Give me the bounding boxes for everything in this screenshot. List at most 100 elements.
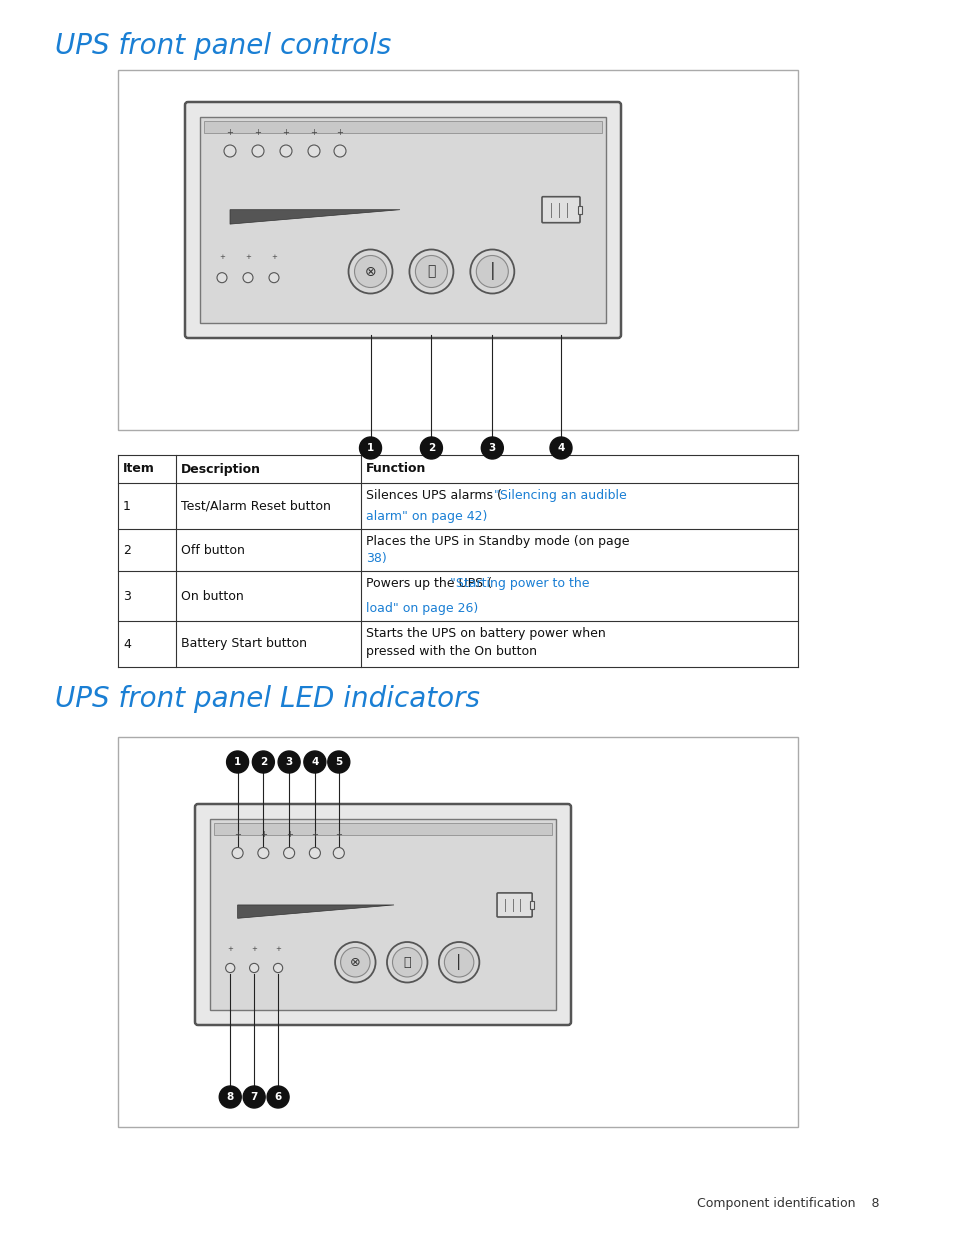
Circle shape xyxy=(243,273,253,283)
Text: 1: 1 xyxy=(123,499,131,513)
Circle shape xyxy=(227,751,249,773)
Text: |: | xyxy=(489,263,495,280)
Text: Powers up the UPS (: Powers up the UPS ( xyxy=(366,577,492,590)
Text: +: + xyxy=(233,830,241,839)
Circle shape xyxy=(267,1086,289,1108)
Text: UPS front panel LED indicators: UPS front panel LED indicators xyxy=(55,685,479,713)
Polygon shape xyxy=(230,210,399,224)
Text: UPS front panel controls: UPS front panel controls xyxy=(55,32,391,61)
Text: "Silencing an audible: "Silencing an audible xyxy=(366,489,626,501)
Circle shape xyxy=(444,947,474,977)
Text: alarm" on page 42): alarm" on page 42) xyxy=(366,510,487,522)
Text: 1: 1 xyxy=(233,757,241,767)
Circle shape xyxy=(481,437,503,459)
Circle shape xyxy=(470,249,514,294)
FancyBboxPatch shape xyxy=(541,196,579,222)
Text: +: + xyxy=(274,946,281,952)
Circle shape xyxy=(224,144,235,157)
FancyBboxPatch shape xyxy=(210,819,556,1010)
Circle shape xyxy=(243,1086,265,1108)
Circle shape xyxy=(392,947,421,977)
FancyBboxPatch shape xyxy=(200,117,605,324)
Circle shape xyxy=(415,256,447,288)
Text: +: + xyxy=(336,128,343,137)
Text: +: + xyxy=(271,254,276,261)
Text: 6: 6 xyxy=(274,1092,281,1102)
Text: Starts the UPS on battery power when
pressed with the On button: Starts the UPS on battery power when pre… xyxy=(366,627,605,658)
Text: 7: 7 xyxy=(251,1092,257,1102)
Text: Description: Description xyxy=(181,462,261,475)
Text: "Starting power to the: "Starting power to the xyxy=(366,577,589,590)
Text: +: + xyxy=(226,128,233,137)
FancyBboxPatch shape xyxy=(497,893,532,918)
Circle shape xyxy=(253,751,274,773)
Circle shape xyxy=(280,144,292,157)
Text: 2: 2 xyxy=(259,757,267,767)
Circle shape xyxy=(308,144,319,157)
Circle shape xyxy=(409,249,453,294)
Circle shape xyxy=(438,942,478,983)
Text: ⏻: ⏻ xyxy=(427,264,436,279)
Circle shape xyxy=(219,1086,241,1108)
Circle shape xyxy=(333,847,344,858)
Circle shape xyxy=(304,751,326,773)
FancyBboxPatch shape xyxy=(118,70,797,430)
Text: +: + xyxy=(311,830,318,839)
Circle shape xyxy=(216,273,227,283)
Polygon shape xyxy=(237,905,394,919)
Text: 4: 4 xyxy=(311,757,318,767)
Text: +: + xyxy=(282,128,289,137)
Text: +: + xyxy=(251,946,256,952)
FancyBboxPatch shape xyxy=(194,804,571,1025)
Text: Battery Start button: Battery Start button xyxy=(181,637,307,651)
Text: Component identification    8: Component identification 8 xyxy=(697,1197,879,1210)
Circle shape xyxy=(340,947,370,977)
Text: +: + xyxy=(285,830,293,839)
Text: Function: Function xyxy=(366,462,426,475)
Circle shape xyxy=(348,249,392,294)
Text: 5: 5 xyxy=(335,757,342,767)
Circle shape xyxy=(359,437,381,459)
Text: +: + xyxy=(259,830,267,839)
Circle shape xyxy=(283,847,294,858)
Text: |: | xyxy=(456,955,461,971)
Text: 1: 1 xyxy=(367,443,374,453)
Text: 2: 2 xyxy=(427,443,435,453)
FancyBboxPatch shape xyxy=(118,737,797,1128)
FancyBboxPatch shape xyxy=(185,103,620,338)
Text: ⏻: ⏻ xyxy=(403,956,411,968)
Circle shape xyxy=(252,144,264,157)
Text: 3: 3 xyxy=(285,757,293,767)
Circle shape xyxy=(328,751,350,773)
FancyBboxPatch shape xyxy=(530,902,534,909)
Circle shape xyxy=(257,847,269,858)
Circle shape xyxy=(274,963,282,973)
Text: Silences UPS alarms (: Silences UPS alarms ( xyxy=(366,489,501,501)
Circle shape xyxy=(232,847,243,858)
Circle shape xyxy=(250,963,258,973)
Circle shape xyxy=(355,256,386,288)
Text: On button: On button xyxy=(181,589,244,603)
Text: 3: 3 xyxy=(488,443,496,453)
Text: +: + xyxy=(311,128,317,137)
Text: 3: 3 xyxy=(123,589,131,603)
Text: Test/Alarm Reset button: Test/Alarm Reset button xyxy=(181,499,331,513)
Text: 8: 8 xyxy=(227,1092,233,1102)
Circle shape xyxy=(278,751,300,773)
Text: 38): 38) xyxy=(366,552,386,564)
Text: +: + xyxy=(335,830,342,839)
Text: +: + xyxy=(254,128,261,137)
Text: 4: 4 xyxy=(557,443,564,453)
Circle shape xyxy=(550,437,572,459)
FancyBboxPatch shape xyxy=(204,121,601,133)
Text: 4: 4 xyxy=(123,637,131,651)
Circle shape xyxy=(335,942,375,983)
Circle shape xyxy=(387,942,427,983)
Text: load" on page 26): load" on page 26) xyxy=(366,601,477,615)
Text: +: + xyxy=(219,254,225,261)
Circle shape xyxy=(420,437,442,459)
FancyBboxPatch shape xyxy=(213,823,552,835)
Text: Item: Item xyxy=(123,462,154,475)
Text: +: + xyxy=(245,254,251,261)
Text: ⊗: ⊗ xyxy=(364,264,375,279)
